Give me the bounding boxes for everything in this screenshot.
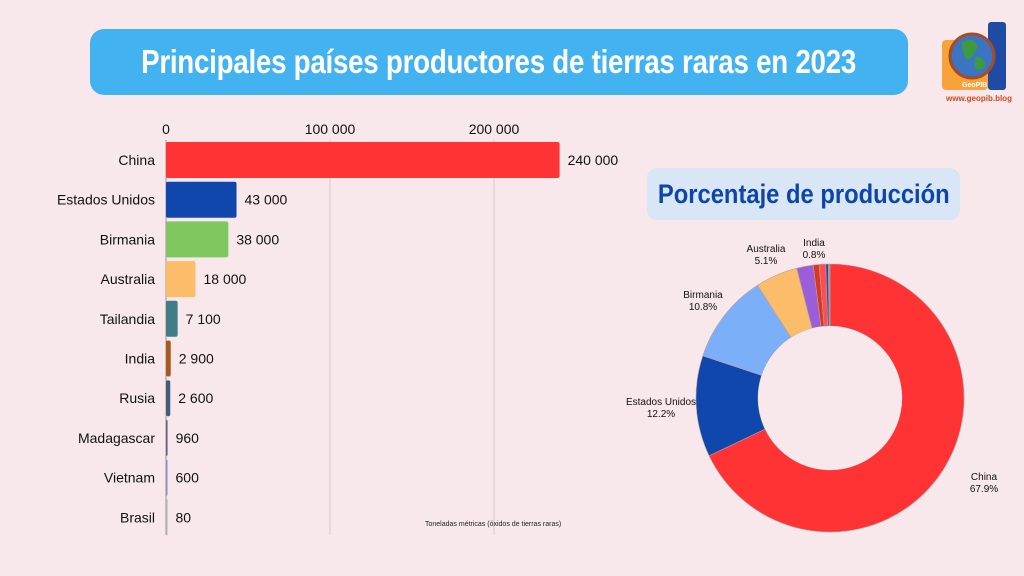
value-label: 43 000 xyxy=(245,192,288,208)
bar xyxy=(166,221,229,258)
logo-url[interactable]: www.geopib.blog xyxy=(946,94,1012,103)
category-label: Vietnam xyxy=(104,470,155,486)
value-label: 2 900 xyxy=(179,351,214,367)
category-label: India xyxy=(125,351,156,367)
category-label: Madagascar xyxy=(78,430,155,446)
pie-title-banner: Porcentaje de producción xyxy=(647,168,960,220)
category-label: Tailandia xyxy=(100,311,155,327)
slice-percent: 12.2% xyxy=(647,409,675,420)
slice-label: India xyxy=(803,238,825,249)
value-label: 18 000 xyxy=(204,271,247,287)
chart-title: Principales países productores de tierra… xyxy=(141,43,857,80)
title-banner: Principales países productores de tierra… xyxy=(90,29,908,95)
slice-label: China xyxy=(971,472,998,483)
category-label: Brasil xyxy=(120,509,155,525)
bar xyxy=(166,499,168,536)
x-axis-label: Toneladas métricas (óxidos de tierras ra… xyxy=(425,521,562,528)
slice-percent: 5.1% xyxy=(755,256,778,267)
logo-name: GeoPIB xyxy=(962,82,988,89)
bar xyxy=(166,300,178,337)
donut-hole xyxy=(758,326,902,470)
value-label: 2 600 xyxy=(178,390,213,406)
value-label: 960 xyxy=(176,430,200,446)
bar xyxy=(166,380,171,417)
bar xyxy=(166,340,171,377)
bar xyxy=(166,261,196,298)
value-label: 80 xyxy=(176,509,192,525)
slice-percent: 67.9% xyxy=(970,484,998,495)
category-label: Australia xyxy=(101,271,156,287)
slice-percent: 0.8% xyxy=(803,250,826,261)
pie-title: Porcentaje de producción xyxy=(657,178,950,209)
value-label: 7 100 xyxy=(186,311,221,327)
bar xyxy=(166,181,237,218)
value-label: 600 xyxy=(176,470,200,486)
x-tick-label: 100 000 xyxy=(305,121,356,137)
x-tick-label: 200 000 xyxy=(469,121,520,137)
geopib-logo xyxy=(942,22,1006,90)
category-label: China xyxy=(118,152,155,168)
slice-label: Australia xyxy=(747,244,786,255)
bar xyxy=(166,142,560,178)
category-label: Rusia xyxy=(119,390,155,406)
bar xyxy=(166,459,168,496)
slice-label: Birmania xyxy=(683,290,723,301)
bar-chart: 0 100 000 200 000 China 240 000 Estados Unido… xyxy=(57,121,619,536)
slice-percent: 10.8% xyxy=(689,302,717,313)
value-label: 240 000 xyxy=(568,152,619,168)
x-tick-label: 0 xyxy=(162,121,170,137)
value-label: 38 000 xyxy=(236,231,279,247)
category-label: Estados Unidos xyxy=(57,192,155,208)
bar xyxy=(166,419,168,456)
category-label: Birmania xyxy=(100,231,155,247)
slice-label: Estados Unidos xyxy=(626,397,696,408)
